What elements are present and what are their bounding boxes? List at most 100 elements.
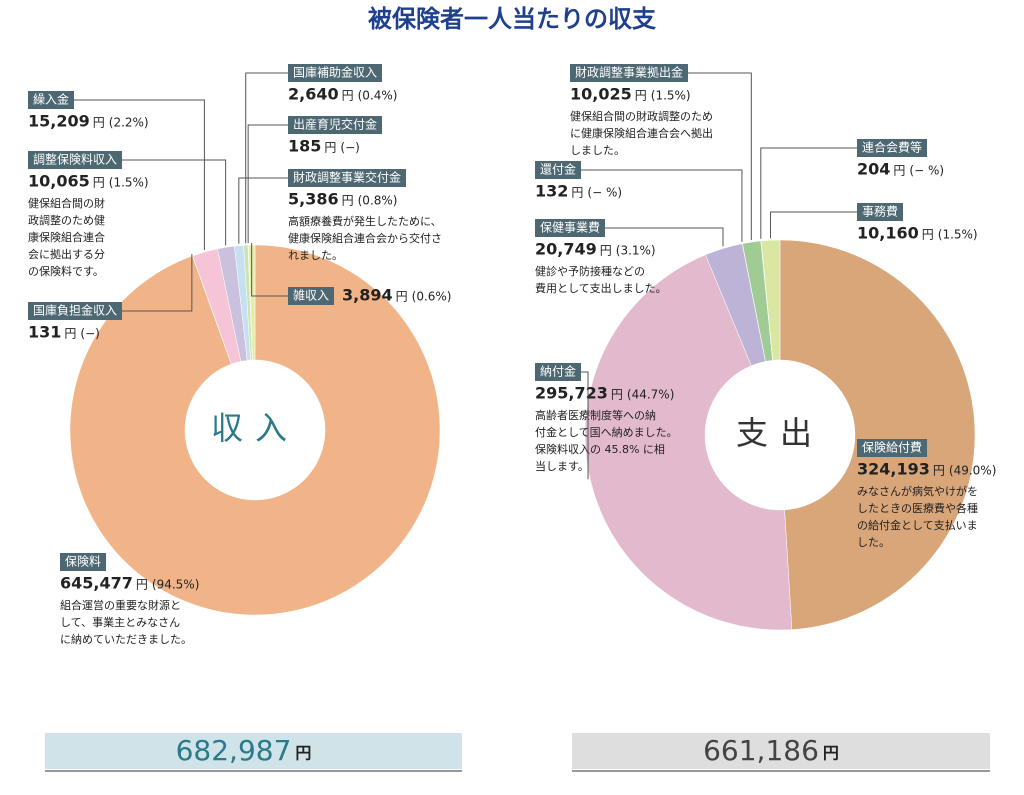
- unit-label: 円: [600, 244, 612, 258]
- percent-label: (1.5%): [109, 176, 149, 190]
- category-label: 納付金: [540, 364, 576, 379]
- value-label: 10,065: [28, 172, 90, 191]
- total-unit: 円: [295, 744, 311, 763]
- donut-hole: [185, 360, 325, 500]
- note-text: した。: [857, 536, 890, 549]
- note-text: れました。: [288, 249, 343, 262]
- category-label: 保険料: [65, 555, 101, 569]
- note-text: して、事業主とみなさん: [60, 616, 180, 629]
- note-text: 保険料収入の 45.8% に相: [535, 442, 665, 456]
- label-box: [857, 439, 928, 457]
- category-label: 繰入金: [33, 92, 69, 107]
- leader-line: [760, 147, 857, 239]
- category-label: 出産育児交付金: [293, 117, 377, 132]
- value-label: 204: [857, 160, 890, 179]
- center-label: 収入: [211, 409, 299, 447]
- category-label: 国庫負担金収入: [33, 303, 117, 318]
- label-box: [28, 91, 75, 109]
- total-value: 661,186: [703, 734, 819, 767]
- label-group: 還付金 132 円 (− %): [535, 161, 743, 242]
- leader-line: [581, 371, 589, 480]
- value-label: 10,160: [857, 224, 919, 243]
- value-label: 185: [288, 137, 321, 156]
- label-box: [857, 203, 904, 221]
- value-label: 132: [535, 182, 568, 201]
- category-label: 還付金: [540, 162, 576, 177]
- label-box: [28, 302, 123, 320]
- unit-label: 円: [342, 194, 354, 208]
- donut-hole: [705, 360, 855, 510]
- value-label: 324,193: [857, 460, 930, 479]
- label-group: 国庫負担金収入 131 円 (−): [28, 253, 193, 342]
- percent-label: (−): [340, 141, 359, 155]
- value-label: 20,749: [535, 240, 597, 259]
- note-text: 組合運営の重要な財源と: [60, 598, 181, 612]
- note-text: 高額療養費が発生したために、: [288, 214, 442, 228]
- unit-label: 円: [136, 578, 148, 592]
- percent-label: (0.6%): [412, 290, 452, 304]
- note-text: 健保組合間の財: [28, 196, 105, 210]
- unit-label: 円: [324, 141, 336, 155]
- label-group: 調整保険料収入 10,065 円 (1.5%) 健保組合間の財政調整のため健康保険組合連…: [28, 151, 227, 278]
- total-value: 682,987: [176, 734, 292, 767]
- note-text: の保険料です。: [28, 264, 104, 278]
- label-box: [857, 139, 928, 157]
- label-group: 財政調整事業交付金 5,386 円 (0.8%) 高額療養費が発生したために、健康保険組…: [238, 169, 442, 262]
- leader-line: [769, 211, 857, 239]
- leader-line: [245, 72, 288, 244]
- label-box: [288, 287, 335, 305]
- note-text: 康保険組合連合: [28, 230, 105, 244]
- label-box: [535, 363, 582, 381]
- category-label: 事務費: [862, 204, 898, 219]
- percent-label: (44.7%): [627, 388, 674, 402]
- percent-label: (1.5%): [651, 89, 691, 103]
- unit-label: 円: [396, 290, 408, 304]
- label-box: [60, 553, 107, 571]
- note-text: 付金として国へ納めました。: [535, 425, 678, 439]
- note-text: の給付金として支払いま: [857, 518, 978, 532]
- value-label: 295,723: [535, 384, 608, 403]
- unit-label: 円: [64, 327, 76, 341]
- percent-label: (1.5%): [938, 228, 978, 242]
- unit-label: 円: [342, 89, 354, 103]
- leader-line: [74, 99, 205, 250]
- value-label: 5,386: [288, 190, 339, 209]
- value-label: 10,025: [570, 85, 632, 104]
- category-label: 財政調整事業交付金: [293, 170, 401, 185]
- note-text: しました。: [570, 144, 625, 157]
- unit-label: 円: [93, 176, 105, 190]
- leader-line: [688, 72, 752, 241]
- leader-line: [247, 124, 288, 244]
- leader-line: [605, 227, 724, 247]
- unit-label: 円: [933, 464, 945, 478]
- note-text: 当します。: [535, 459, 589, 473]
- label-box: [535, 219, 606, 237]
- category-label: 財政調整事業拠出金: [575, 65, 683, 80]
- percent-label: (−): [80, 327, 99, 341]
- unit-label: 円: [611, 388, 623, 402]
- leader-line: [581, 169, 743, 242]
- unit-label: 円: [571, 186, 583, 200]
- unit-label: 円: [93, 116, 105, 130]
- value-label: 645,477: [60, 574, 133, 593]
- percent-label: (0.8%): [358, 194, 398, 208]
- leader-line: [122, 253, 193, 312]
- label-group: 納付金 295,723 円 (44.7%) 高齢者医療制度等への納付金として国へ納めまし…: [535, 363, 678, 480]
- note-text: に納めていただきました。: [60, 633, 192, 646]
- label-group: 保険給付費 324,193 円 (49.0%) みなさんが病気やけがをしたときの医療費や…: [857, 439, 996, 549]
- note-text: 健診や予防接種などの: [535, 264, 645, 278]
- label-box: [288, 169, 407, 187]
- leader-line: [238, 177, 288, 244]
- note-text: 会に拠出する分: [28, 247, 105, 261]
- value-label: 131: [28, 323, 61, 342]
- total-bar: [572, 733, 990, 769]
- percent-label: (3.1%): [616, 244, 656, 258]
- total-unit: 円: [823, 744, 839, 763]
- note-text: 健康保険組合連合会から交付さ: [288, 231, 442, 245]
- label-box: [28, 151, 123, 169]
